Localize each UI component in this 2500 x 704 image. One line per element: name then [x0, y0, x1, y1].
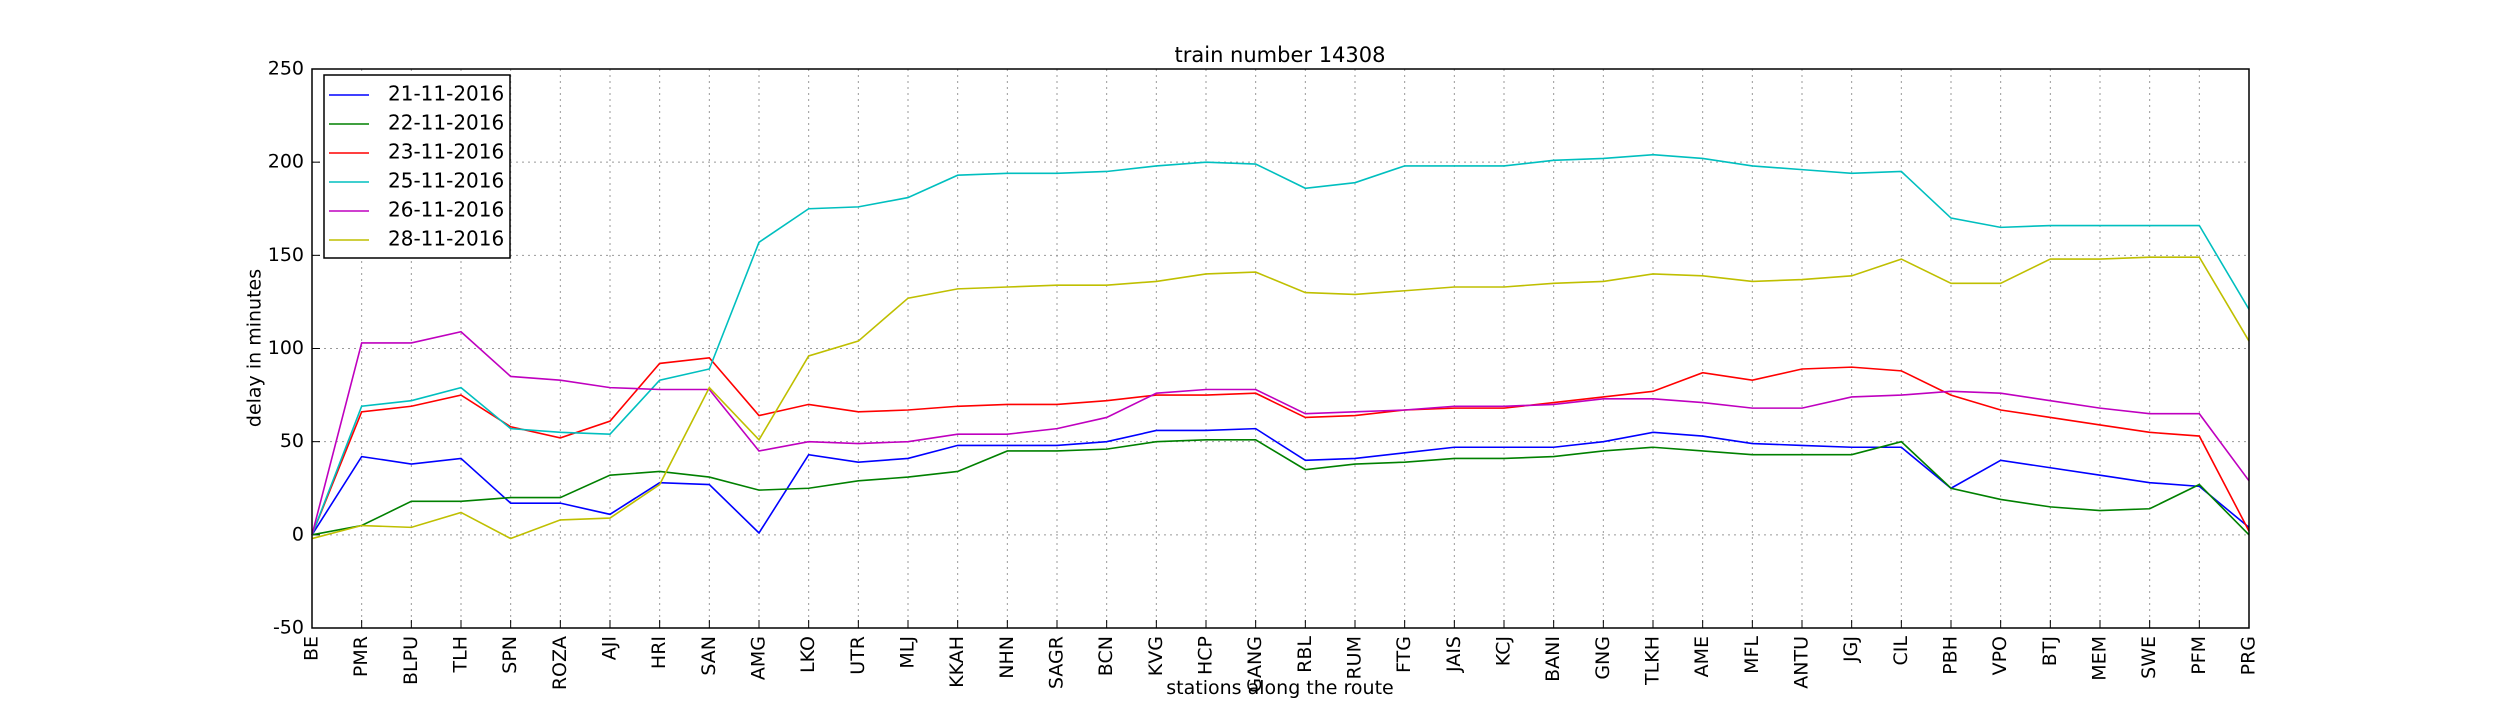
legend-label: 25-11-2016 [388, 169, 504, 193]
x-tick-label: PMR [350, 636, 372, 677]
legend-label: 21-11-2016 [388, 82, 504, 106]
series-line [311, 330, 2250, 536]
x-tick-label: MLJ [897, 636, 919, 669]
x-tick-label: SWE [2138, 636, 2160, 679]
x-tick-label: MEM [2089, 636, 2111, 681]
x-tick-label: SPN [499, 636, 521, 674]
x-tick-label: BCN [1095, 636, 1117, 676]
y-tick-label: 200 [268, 151, 304, 173]
legend-label: 26-11-2016 [388, 198, 504, 222]
y-tick-label: 50 [280, 430, 304, 452]
x-tick-label: AJI [599, 636, 621, 660]
y-axis-label: delay in minutes [244, 269, 266, 427]
series-line [311, 356, 2250, 536]
plot-area: -50 0 50 100 150 200 250 BE PMR BLPU TLH SPN ROZA AJI… [268, 58, 2260, 693]
series-line [311, 256, 2250, 540]
x-axis-label: stations along the route [1166, 677, 1393, 699]
legend-label: 28-11-2016 [388, 227, 504, 251]
x-tick-label: BANI [1542, 636, 1564, 682]
x-tick-label: JAIS [1443, 636, 1465, 673]
x-tick-label: LKO [797, 636, 819, 673]
x-tick-label: PBH [1940, 636, 1962, 675]
x-tick-label: AMG [748, 636, 770, 680]
x-tick-label: GNG [1592, 636, 1614, 680]
legend-label: 22-11-2016 [388, 111, 504, 135]
legend: 21-11-2016 22-11-2016 23-11-2016 25-11-2016… [323, 74, 511, 259]
x-tick-label: FTG [1393, 636, 1415, 673]
y-tick-label: 150 [268, 244, 304, 266]
x-tick-label: ANTU [1791, 636, 1813, 689]
x-tick-label: PRG [2238, 636, 2260, 675]
x-tick-label: MFL [1741, 636, 1763, 674]
x-tick-label: CIL [1890, 636, 1912, 666]
x-tick-label: VPO [1989, 636, 2011, 675]
x-tick-label: ROZA [549, 636, 571, 690]
x-tick-label: KCJ [1493, 636, 1515, 666]
x-tick-label: RBL [1294, 636, 1316, 673]
y-tick-label: 100 [268, 337, 304, 359]
legend-label: 23-11-2016 [388, 140, 504, 164]
x-tick-label: TLKH [1642, 636, 1664, 686]
series-line [311, 439, 2250, 536]
series-line [311, 153, 2250, 536]
legend-box [323, 74, 511, 259]
x-tick-label: BLPU [400, 636, 422, 685]
series-line [311, 427, 2250, 536]
x-tick-label: BTJ [2039, 636, 2061, 666]
x-tick-label: JGJ [1840, 636, 1862, 663]
x-tick-label: AME [1691, 636, 1713, 677]
x-tick-label: NHN [996, 636, 1018, 679]
x-tick-label: PFM [2188, 636, 2210, 675]
x-tick-label: BE [301, 636, 323, 661]
x-tick-label: UTR [847, 636, 869, 675]
plot-frame [311, 68, 2250, 629]
x-tick-label: SAN [698, 636, 720, 676]
x-tick-label: KKAH [946, 636, 968, 688]
chart-title: train number 14308 [1175, 43, 1386, 67]
x-tick-label: HCP [1195, 636, 1217, 675]
x-tick-label: GANG [1244, 636, 1266, 693]
y-tick-label: 250 [268, 58, 304, 80]
y-tick-label: 0 [292, 523, 304, 545]
x-tick-label: RUM [1344, 636, 1366, 680]
x-tick-label: HRI [648, 636, 670, 669]
x-tick-label: TLH [450, 636, 472, 673]
x-tick-label: KVG [1145, 636, 1167, 676]
x-tick-label: SAGR [1046, 636, 1068, 689]
y-tick-label: -50 [273, 617, 304, 639]
